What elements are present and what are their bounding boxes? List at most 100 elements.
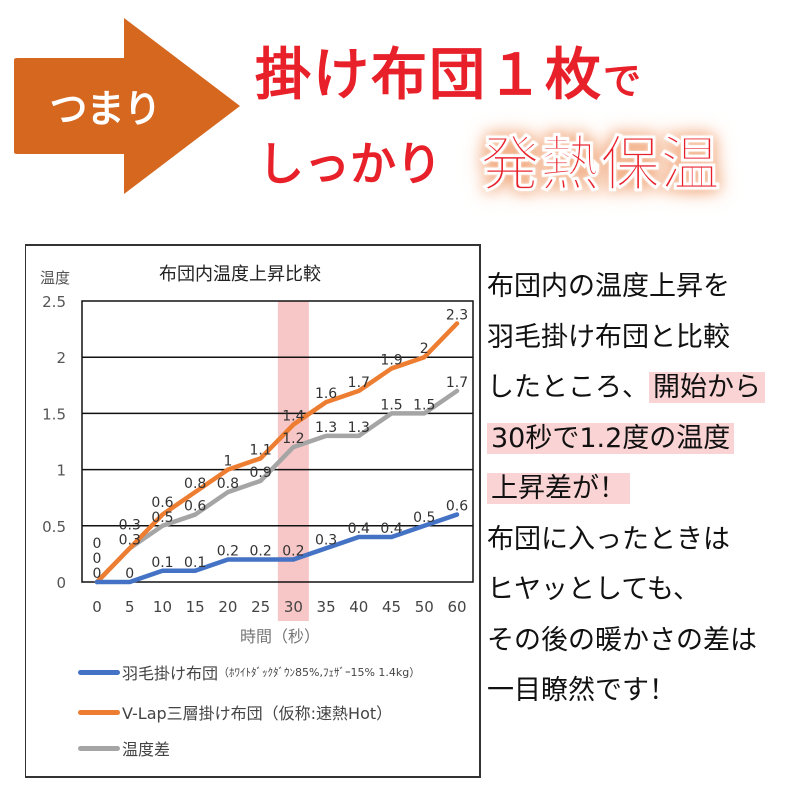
- description-text: 布団に入ったときは: [487, 523, 730, 555]
- data-label: 2: [420, 341, 429, 357]
- description-highlight: 30秒で1.2度の温度: [487, 422, 735, 454]
- headline-line2: しっかり: [258, 137, 442, 191]
- data-label: 0: [93, 566, 102, 582]
- arrow-label: つまり: [49, 87, 161, 131]
- description-line: 一目瞭然です！: [487, 668, 676, 707]
- series-line: [94, 321, 460, 585]
- x-tick-label: 25: [251, 598, 270, 616]
- y-tick-label: 0.5: [42, 518, 66, 536]
- headline-suffix: で: [603, 59, 644, 103]
- data-label: 1.4: [282, 409, 304, 425]
- legend-item-diff: 温度差: [78, 736, 170, 760]
- chart-frame: [25, 244, 481, 778]
- arrow-icon: [14, 18, 240, 194]
- data-label: 0.6: [184, 499, 206, 515]
- description-line: ヒヤッとしても、: [487, 567, 700, 606]
- x-tick-label: 50: [415, 598, 434, 616]
- legend-label: V-Lap三層掛け布団（仮称:速熱Hot）: [122, 704, 393, 723]
- data-label: 0.8: [217, 476, 239, 492]
- y-tick-label: 2.5: [42, 293, 66, 311]
- y-tick-label: 1: [56, 462, 66, 480]
- data-label: 0.9: [250, 465, 272, 481]
- description-line: 30秒で1.2度の温度: [487, 416, 735, 455]
- legend-item-vlap: V-Lap三層掛け布団（仮称:速熱Hot）: [78, 700, 392, 724]
- description-text: 布団内の温度上昇を: [487, 271, 730, 302]
- data-label: 0.5: [151, 510, 173, 526]
- data-label: 1.2: [282, 431, 304, 447]
- data-label: 0.8: [184, 476, 206, 492]
- legend-note: （ﾎﾜｲﾄﾀﾞｯｸﾀﾞｳﾝ85%,ﾌｪｻﾞｰ15% 1.4kg）: [218, 666, 421, 679]
- data-label: 0.2: [250, 544, 272, 560]
- series-line: [94, 388, 460, 585]
- data-label: 1.3: [315, 420, 337, 436]
- data-label: 0: [125, 566, 134, 582]
- data-label: 1.7: [446, 375, 468, 391]
- data-label: 0.3: [315, 532, 337, 548]
- description-highlight: 上昇差が！: [487, 473, 630, 504]
- data-label: 0.2: [217, 544, 239, 560]
- description-text: 一目瞭然です！: [487, 675, 676, 706]
- headline-main: 掛け布団１枚: [255, 43, 603, 108]
- legend-swatch: [78, 669, 120, 675]
- data-label: 1.3: [348, 420, 370, 436]
- x-tick-label: 10: [153, 598, 172, 616]
- x-tick-label: 40: [349, 598, 368, 616]
- data-label: 1.6: [315, 386, 337, 402]
- legend-swatch: [78, 709, 120, 715]
- legend-swatch: [78, 745, 120, 751]
- data-label: 0.3: [119, 532, 141, 548]
- data-label: 1.7: [348, 375, 370, 391]
- description-highlight: 開始から: [649, 372, 765, 403]
- x-tick-label: 0: [92, 598, 102, 616]
- y-tick-label: 1.5: [42, 405, 66, 423]
- description-text: したところ、: [487, 372, 649, 403]
- data-label: 0.6: [446, 499, 468, 515]
- x-tick-label: 60: [447, 598, 466, 616]
- data-label: 0.2: [282, 544, 304, 560]
- data-label: 0.3: [119, 517, 141, 533]
- series-line: [94, 512, 460, 585]
- legend-item-down: 羽毛掛け布団 （ﾎﾜｲﾄﾀﾞｯｸﾀﾞｳﾝ85%,ﾌｪｻﾞｰ15% 1.4kg）: [78, 660, 420, 684]
- legend-label: 羽毛掛け布団: [122, 664, 219, 683]
- highlight-band: [277, 301, 309, 621]
- data-label: 0.6: [151, 495, 173, 511]
- data-label: 1.5: [380, 397, 402, 413]
- data-label: 0.5: [413, 510, 435, 526]
- y-tick-label: 0: [56, 574, 66, 592]
- x-tick-label: 5: [125, 598, 135, 616]
- x-tick-label: 35: [317, 598, 336, 616]
- data-label: 2.3: [446, 307, 468, 323]
- description-line: その後の暖かさの差は: [487, 618, 757, 657]
- x-axis-label: 時間（秒）: [240, 627, 320, 646]
- y-tick-label: 2: [56, 349, 66, 367]
- plot-border: [81, 300, 474, 583]
- data-label: 1: [223, 454, 232, 470]
- description-line: 布団に入ったときは: [487, 517, 730, 556]
- description-line: 布団内の温度上昇を: [487, 264, 730, 303]
- data-label: 0.4: [380, 521, 402, 537]
- chart-title: 布団内温度上昇比較: [159, 264, 321, 285]
- data-label: 0: [93, 551, 102, 567]
- headline-line1: 掛け布団１枚で: [255, 30, 643, 111]
- headline-emphasis: 発熱保温: [480, 130, 721, 201]
- legend-label: 温度差: [122, 740, 171, 759]
- x-tick-label: 30: [284, 598, 303, 616]
- data-label: 1.9: [380, 352, 402, 368]
- description-text: ヒヤッとしても、: [487, 574, 701, 605]
- x-tick-label: 45: [382, 598, 401, 616]
- description-line: 羽毛掛け布団と比較: [487, 315, 730, 354]
- data-label: 0: [93, 536, 102, 552]
- description-line: したところ、 開始から: [487, 365, 765, 404]
- data-label: 0.1: [184, 555, 206, 571]
- y-axis-label: 温度: [40, 269, 70, 287]
- data-label: 1.5: [413, 397, 435, 413]
- description-line: 上昇差が！: [487, 466, 630, 505]
- description-text: 羽毛掛け布団と比較: [487, 321, 730, 353]
- data-label: 1.1: [250, 442, 272, 458]
- description-text: その後の暖かさの差は: [487, 624, 757, 656]
- data-label: 0.1: [151, 555, 173, 571]
- x-tick-label: 20: [218, 598, 237, 616]
- data-label: 0.4: [348, 521, 370, 537]
- x-tick-label: 15: [186, 598, 205, 616]
